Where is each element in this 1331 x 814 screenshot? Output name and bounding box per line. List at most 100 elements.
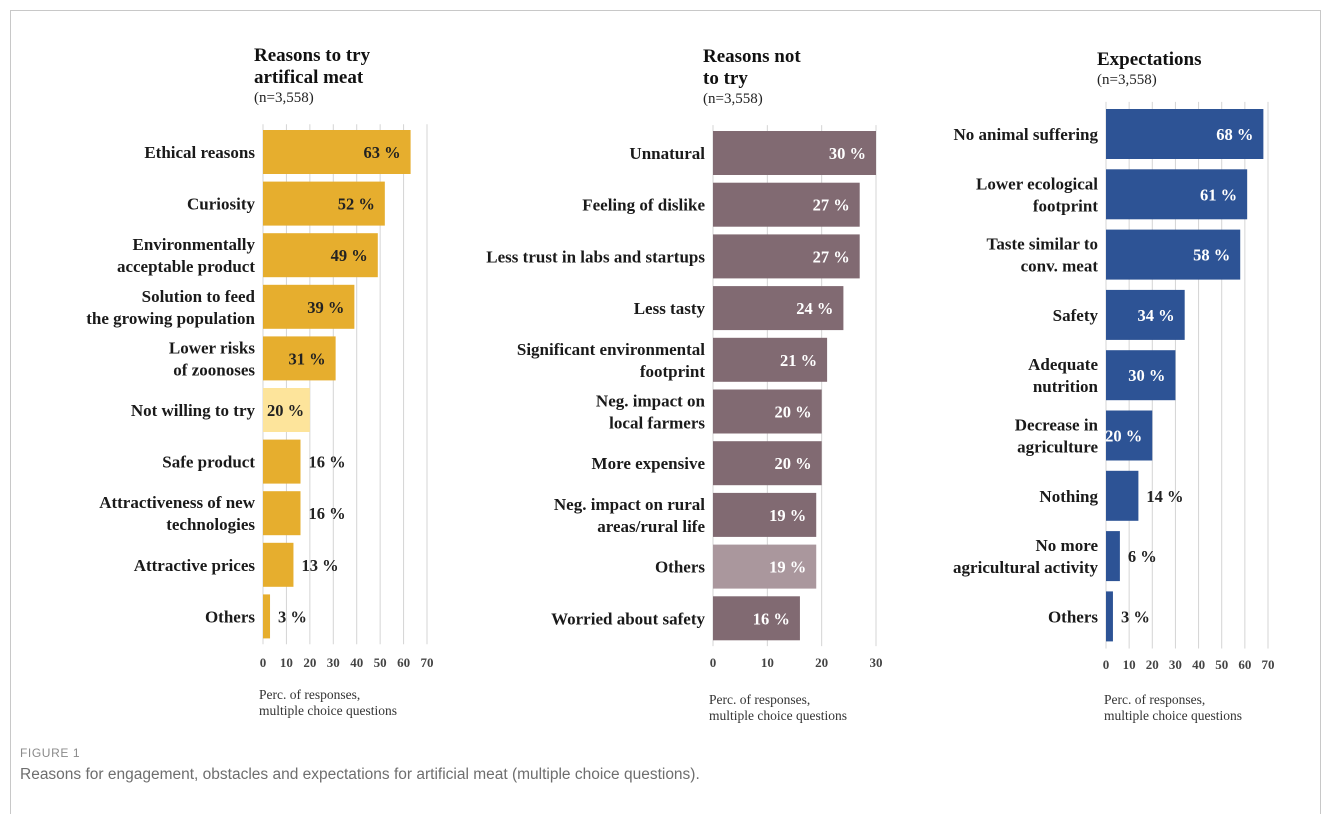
category-label: Lower ecological [976, 174, 1098, 193]
data-label: 19 % [769, 506, 806, 525]
bar [713, 596, 800, 641]
bar [263, 130, 411, 174]
bar [713, 544, 817, 589]
data-label: 49 % [331, 246, 368, 265]
x-tick-label: 10 [761, 655, 774, 670]
category-label: Taste similar to [987, 235, 1098, 254]
data-label: 3 % [278, 607, 307, 626]
category-label: footprint [1033, 196, 1099, 215]
data-label: 20 % [775, 454, 812, 473]
data-label: 16 % [308, 504, 345, 523]
category-label: local farmers [609, 414, 705, 433]
category-label: areas/rural life [597, 517, 705, 536]
category-label: the growing population [86, 309, 255, 328]
category-label: Ethical reasons [144, 143, 255, 162]
category-label: Attractiveness of new [99, 493, 256, 512]
bar [713, 286, 844, 331]
x-tick-label: 10 [1123, 657, 1136, 672]
data-label: 19 % [769, 558, 806, 577]
category-label: Others [1048, 607, 1098, 626]
category-label: Worried about safety [551, 609, 705, 628]
data-label: 3 % [1121, 607, 1150, 626]
figure-frame-left [10, 10, 11, 814]
x-tick-label: 70 [421, 655, 434, 670]
bar [713, 441, 822, 486]
data-label: 20 % [267, 401, 304, 420]
bar [713, 131, 876, 175]
category-label: Environmentally [133, 235, 256, 254]
chart-title-line: Expectations [1097, 49, 1202, 70]
bar [263, 388, 310, 432]
x-tick-label: 60 [397, 655, 410, 670]
bar [1106, 410, 1153, 461]
category-label: No more [1036, 536, 1099, 555]
category-label: Adequate [1028, 355, 1098, 374]
x-tick-label: 10 [280, 655, 293, 670]
data-label: 20 % [775, 403, 812, 422]
bar [1106, 470, 1139, 521]
category-label: Curiosity [187, 195, 256, 214]
x-tick-label: 40 [350, 655, 363, 670]
bar [713, 337, 828, 382]
category-label: Unnatural [629, 144, 705, 163]
bar [263, 336, 336, 381]
category-label: Others [205, 607, 255, 626]
category-label: More expensive [592, 454, 706, 473]
category-label: agriculture [1017, 438, 1098, 457]
chart-title-line: Reasons not [703, 46, 801, 67]
x-axis-label: multiple choice questions [259, 703, 397, 718]
data-label: 63 % [363, 143, 400, 162]
category-label: Safe product [162, 453, 255, 472]
data-label: 61 % [1200, 185, 1237, 204]
sample-size-label: (n=3,558) [254, 90, 314, 106]
bar [263, 491, 301, 536]
chart-title-line: Reasons to try [254, 45, 371, 66]
x-tick-label: 30 [327, 655, 340, 670]
category-label: Less trust in labs and startups [486, 247, 705, 266]
x-axis-label: Perc. of responses, [259, 687, 360, 702]
category-label: Attractive prices [134, 556, 256, 575]
data-label: 20 % [1105, 427, 1142, 446]
bar [1106, 229, 1241, 280]
bar [713, 234, 860, 279]
data-label: 30 % [1128, 366, 1165, 385]
category-label: Safety [1053, 306, 1099, 325]
data-label: 16 % [308, 453, 345, 472]
category-label: conv. meat [1021, 257, 1099, 276]
bar [1106, 169, 1248, 220]
x-tick-label: 60 [1238, 657, 1251, 672]
category-label: Neg. impact on rural [554, 495, 705, 514]
sample-size-label: (n=3,558) [1097, 72, 1157, 88]
data-label: 27 % [813, 196, 850, 215]
x-tick-label: 0 [1103, 657, 1110, 672]
bar [263, 284, 355, 329]
bar [713, 389, 822, 434]
category-label: Significant environmental [517, 340, 705, 359]
x-tick-label: 20 [815, 655, 828, 670]
x-tick-label: 70 [1262, 657, 1275, 672]
category-label: Lower risks [169, 338, 255, 357]
figure-frame-right [1320, 10, 1321, 814]
category-label: Not willing to try [131, 401, 256, 420]
data-label: 34 % [1138, 306, 1175, 325]
category-label: of zoonoses [173, 360, 255, 379]
data-label: 6 % [1128, 547, 1157, 566]
data-label: 31 % [289, 349, 326, 368]
x-tick-label: 0 [710, 655, 717, 670]
category-label: Less tasty [634, 299, 706, 318]
bar [1106, 531, 1120, 582]
category-label: technologies [166, 515, 255, 534]
x-tick-label: 30 [1169, 657, 1182, 672]
x-tick-label: 50 [1215, 657, 1228, 672]
category-label: Solution to feed [142, 287, 256, 306]
data-label: 16 % [753, 609, 790, 628]
bar [263, 233, 378, 278]
chart-panel-3: Expectations (n=3,558) 68 % No animal suffe… [953, 49, 1274, 723]
data-label: 21 % [780, 351, 817, 370]
bar [713, 182, 860, 227]
x-tick-label: 20 [303, 655, 316, 670]
figure-frame-top [10, 10, 1321, 11]
